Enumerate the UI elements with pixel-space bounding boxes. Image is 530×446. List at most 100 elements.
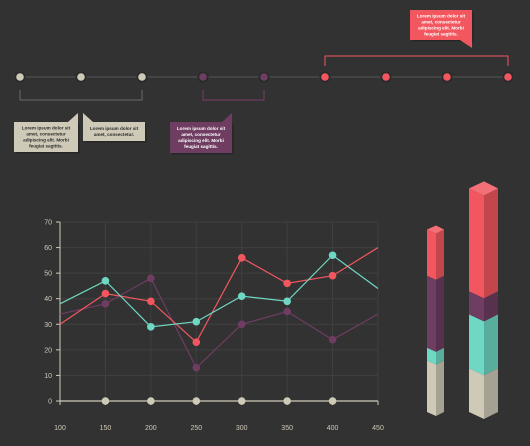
bar-segment-side bbox=[436, 229, 444, 280]
bar-segment-teal bbox=[427, 347, 436, 365]
callout-box bbox=[83, 122, 145, 141]
bracket-purple bbox=[202, 90, 265, 101]
y-tick-label: 50 bbox=[44, 271, 52, 278]
callout-tab bbox=[460, 40, 472, 48]
callout-text-line: amet, consectetur bbox=[26, 132, 66, 137]
x-tick-label: 100 bbox=[54, 425, 66, 432]
callout-text-line: Lorem ipsum dolor sit bbox=[417, 14, 466, 19]
timeline-dot bbox=[260, 73, 268, 81]
bar-segment-coral bbox=[427, 229, 436, 280]
bar-segment-side bbox=[436, 347, 444, 365]
y-tick-label: 70 bbox=[44, 220, 52, 227]
data-point-teal bbox=[283, 297, 291, 306]
callout-text-line: adipiscing elit. Morbi bbox=[178, 138, 224, 143]
x-tick-label: 300 bbox=[236, 425, 248, 432]
timeline-dot bbox=[16, 73, 24, 81]
bar-segment-beige bbox=[469, 368, 484, 419]
callout-text-line: amet, consectetur bbox=[181, 132, 221, 137]
callout-box bbox=[410, 10, 472, 40]
data-point-beige bbox=[237, 397, 246, 405]
data-point-coral bbox=[237, 253, 246, 262]
data-point-purple bbox=[283, 307, 291, 316]
callout-box bbox=[170, 122, 232, 153]
callout-text-line: feugiat sagittis. bbox=[184, 144, 218, 149]
bar-segment-side bbox=[484, 368, 498, 419]
bar-segment-beige bbox=[427, 360, 436, 416]
callout-box bbox=[14, 122, 78, 152]
data-point-beige bbox=[101, 397, 110, 405]
data-point-beige bbox=[192, 397, 201, 405]
data-point-teal bbox=[237, 292, 246, 300]
data-point-purple bbox=[147, 274, 155, 283]
stacked-bars-3d bbox=[427, 181, 498, 419]
data-point-purple bbox=[101, 300, 110, 308]
bar-segment-side bbox=[436, 275, 444, 352]
bar-segment-teal bbox=[469, 314, 484, 376]
data-point-purple bbox=[237, 320, 246, 329]
data-point-coral bbox=[328, 271, 337, 280]
callout-tab bbox=[222, 113, 232, 122]
bar-segment-coral bbox=[469, 188, 484, 299]
callout-text-line: Lorem ipsum dolor sit bbox=[177, 126, 226, 131]
series-line-teal bbox=[59, 254, 379, 328]
data-point-beige bbox=[147, 397, 155, 405]
callout-text-line: adipiscing elit. Morbi bbox=[23, 138, 69, 143]
callout-text-line: amet, consectetur bbox=[421, 20, 461, 25]
data-point-teal bbox=[328, 251, 337, 260]
bracket-coral bbox=[324, 55, 509, 66]
timeline-dot bbox=[199, 73, 207, 81]
series-line-coral bbox=[59, 247, 379, 344]
timeline-dot bbox=[138, 73, 146, 81]
data-point-beige bbox=[283, 397, 291, 405]
bar-segment-purple bbox=[469, 291, 484, 322]
x-tick-label: 200 bbox=[145, 425, 157, 432]
timeline-dot bbox=[77, 73, 85, 81]
data-point-beige bbox=[328, 397, 337, 405]
timeline-dot bbox=[321, 73, 329, 81]
y-tick-label: 10 bbox=[44, 373, 52, 380]
timeline-dot bbox=[382, 73, 390, 81]
x-tick-label: 150 bbox=[100, 425, 112, 432]
timeline-dot bbox=[443, 73, 451, 81]
stacked-bar bbox=[427, 225, 444, 416]
timeline-dot bbox=[504, 73, 512, 81]
data-point-coral bbox=[283, 279, 291, 288]
callout-tab bbox=[68, 113, 78, 122]
y-tick-label: 60 bbox=[44, 245, 52, 252]
callout-tab bbox=[83, 113, 93, 122]
data-point-purple bbox=[328, 335, 337, 344]
data-point-coral bbox=[101, 289, 110, 298]
x-tick-label: 250 bbox=[190, 425, 202, 432]
bar-segment-side bbox=[436, 360, 444, 416]
y-tick-label: 0 bbox=[48, 399, 52, 406]
bracket-beige bbox=[19, 90, 143, 101]
bar-segment-side bbox=[484, 291, 498, 322]
data-point-teal bbox=[101, 277, 110, 285]
bar-top-cap bbox=[469, 181, 498, 196]
x-tick-label: 400 bbox=[327, 425, 339, 432]
data-point-teal bbox=[147, 323, 155, 331]
x-tick-label: 350 bbox=[281, 425, 293, 432]
bar-segment-side bbox=[484, 314, 498, 376]
callout-text-line: Lorem ipsum dolor sit bbox=[22, 126, 71, 131]
y-tick-label: 40 bbox=[44, 296, 52, 303]
data-point-teal bbox=[192, 317, 201, 326]
stacked-bar bbox=[469, 181, 498, 419]
data-point-coral bbox=[147, 297, 155, 306]
y-tick-label: 30 bbox=[44, 322, 52, 329]
bar-segment-side bbox=[484, 188, 498, 299]
x-tick-label: 450 bbox=[372, 425, 384, 432]
data-point-coral bbox=[192, 338, 201, 346]
callout-text-line: Lorem ipsum dolor sit bbox=[90, 126, 139, 131]
bar-segment-purple bbox=[427, 275, 436, 352]
callout-text-line: feugiat sagittis. bbox=[29, 144, 63, 149]
callout-text-line: feugiat sagittis. bbox=[424, 32, 458, 37]
callout-text-line: adipiscing elit. Morbi bbox=[418, 26, 464, 31]
series-line-purple bbox=[59, 277, 379, 369]
